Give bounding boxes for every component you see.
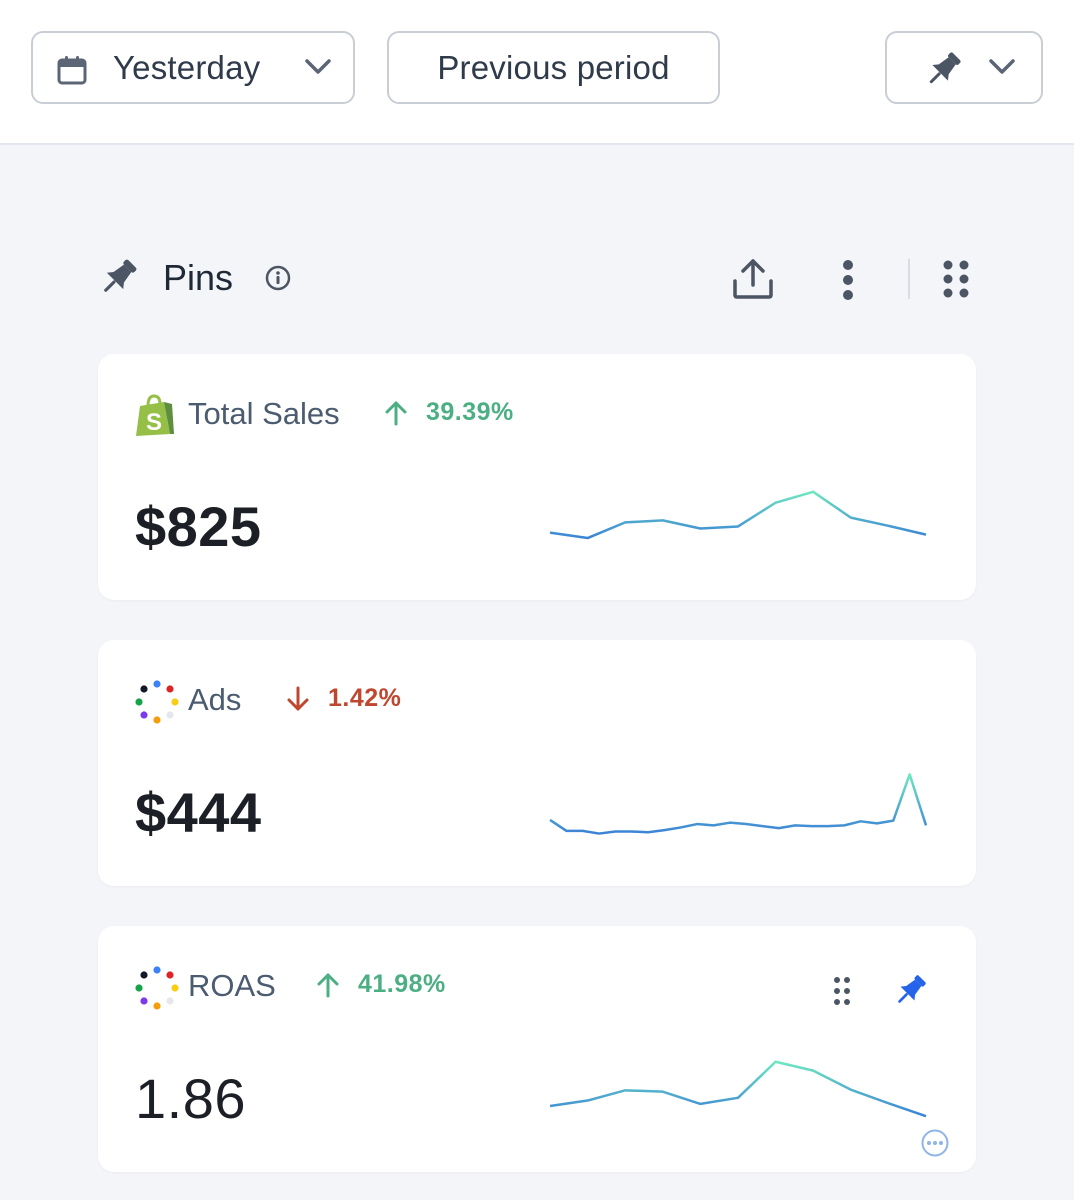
divider <box>908 259 910 299</box>
pin-icon <box>929 52 961 84</box>
metric-card-roas[interactable]: ROAS 41.98% 1.86 <box>98 926 976 1172</box>
sparkline-series <box>549 1060 927 1118</box>
card-title: Total Sales <box>188 396 340 431</box>
sparkline-chart <box>549 1060 927 1118</box>
chevron-down-icon <box>989 59 1015 74</box>
ads-dots-icon <box>135 680 179 724</box>
trend-value: 39.39% <box>426 398 514 426</box>
trend-value: 41.98% <box>358 970 446 998</box>
date-range-label: Yesterday <box>113 49 261 86</box>
info-icon[interactable] <box>265 265 291 291</box>
date-range-dropdown[interactable]: Yesterday <box>31 31 355 104</box>
metric-value: $825 <box>135 495 262 558</box>
top-toolbar: Yesterday Previous period <box>0 0 1074 145</box>
trend-indicator: 39.39% <box>384 398 514 427</box>
metric-value: $444 <box>135 781 262 844</box>
arrow-up-icon <box>385 401 407 425</box>
pin-menu-dropdown[interactable] <box>885 31 1043 104</box>
pin-icon <box>104 259 137 292</box>
chevron-down-icon <box>305 59 331 74</box>
metric-card-total-sales[interactable]: S Total Sales 39.39% $825 <box>98 354 976 600</box>
sparkline-chart <box>549 490 927 540</box>
shopify-icon: S <box>136 394 174 436</box>
drag-handle-icon[interactable] <box>832 976 852 1006</box>
trend-indicator: 41.98% <box>316 970 446 999</box>
metric-card-ads[interactable]: Ads 1.42% $444 <box>98 640 976 886</box>
trend-value: 1.42% <box>328 684 402 712</box>
arrow-down-icon <box>287 686 309 710</box>
section-title: Pins <box>163 257 234 298</box>
more-options-icon[interactable] <box>920 1128 950 1158</box>
pinned-icon[interactable] <box>892 974 928 1008</box>
drag-grid-icon[interactable] <box>942 259 970 299</box>
card-title: Ads <box>188 682 242 717</box>
pins-section-header: Pins <box>97 255 977 305</box>
card-title: ROAS <box>188 968 276 1003</box>
svg-text:S: S <box>146 409 162 436</box>
compare-period-label: Previous period <box>437 48 670 86</box>
calendar-icon <box>57 56 87 85</box>
metric-value: 1.86 <box>135 1067 246 1130</box>
sparkline-chart <box>549 773 928 835</box>
arrow-up-icon <box>317 973 339 997</box>
trend-indicator: 1.42% <box>286 684 401 713</box>
more-vertical-icon[interactable] <box>837 259 859 301</box>
compare-period-button[interactable]: Previous period <box>387 31 720 104</box>
share-export-icon[interactable] <box>731 257 775 301</box>
ads-dots-icon <box>135 966 179 1010</box>
sparkline-series <box>549 773 928 835</box>
sparkline-series <box>549 490 927 540</box>
